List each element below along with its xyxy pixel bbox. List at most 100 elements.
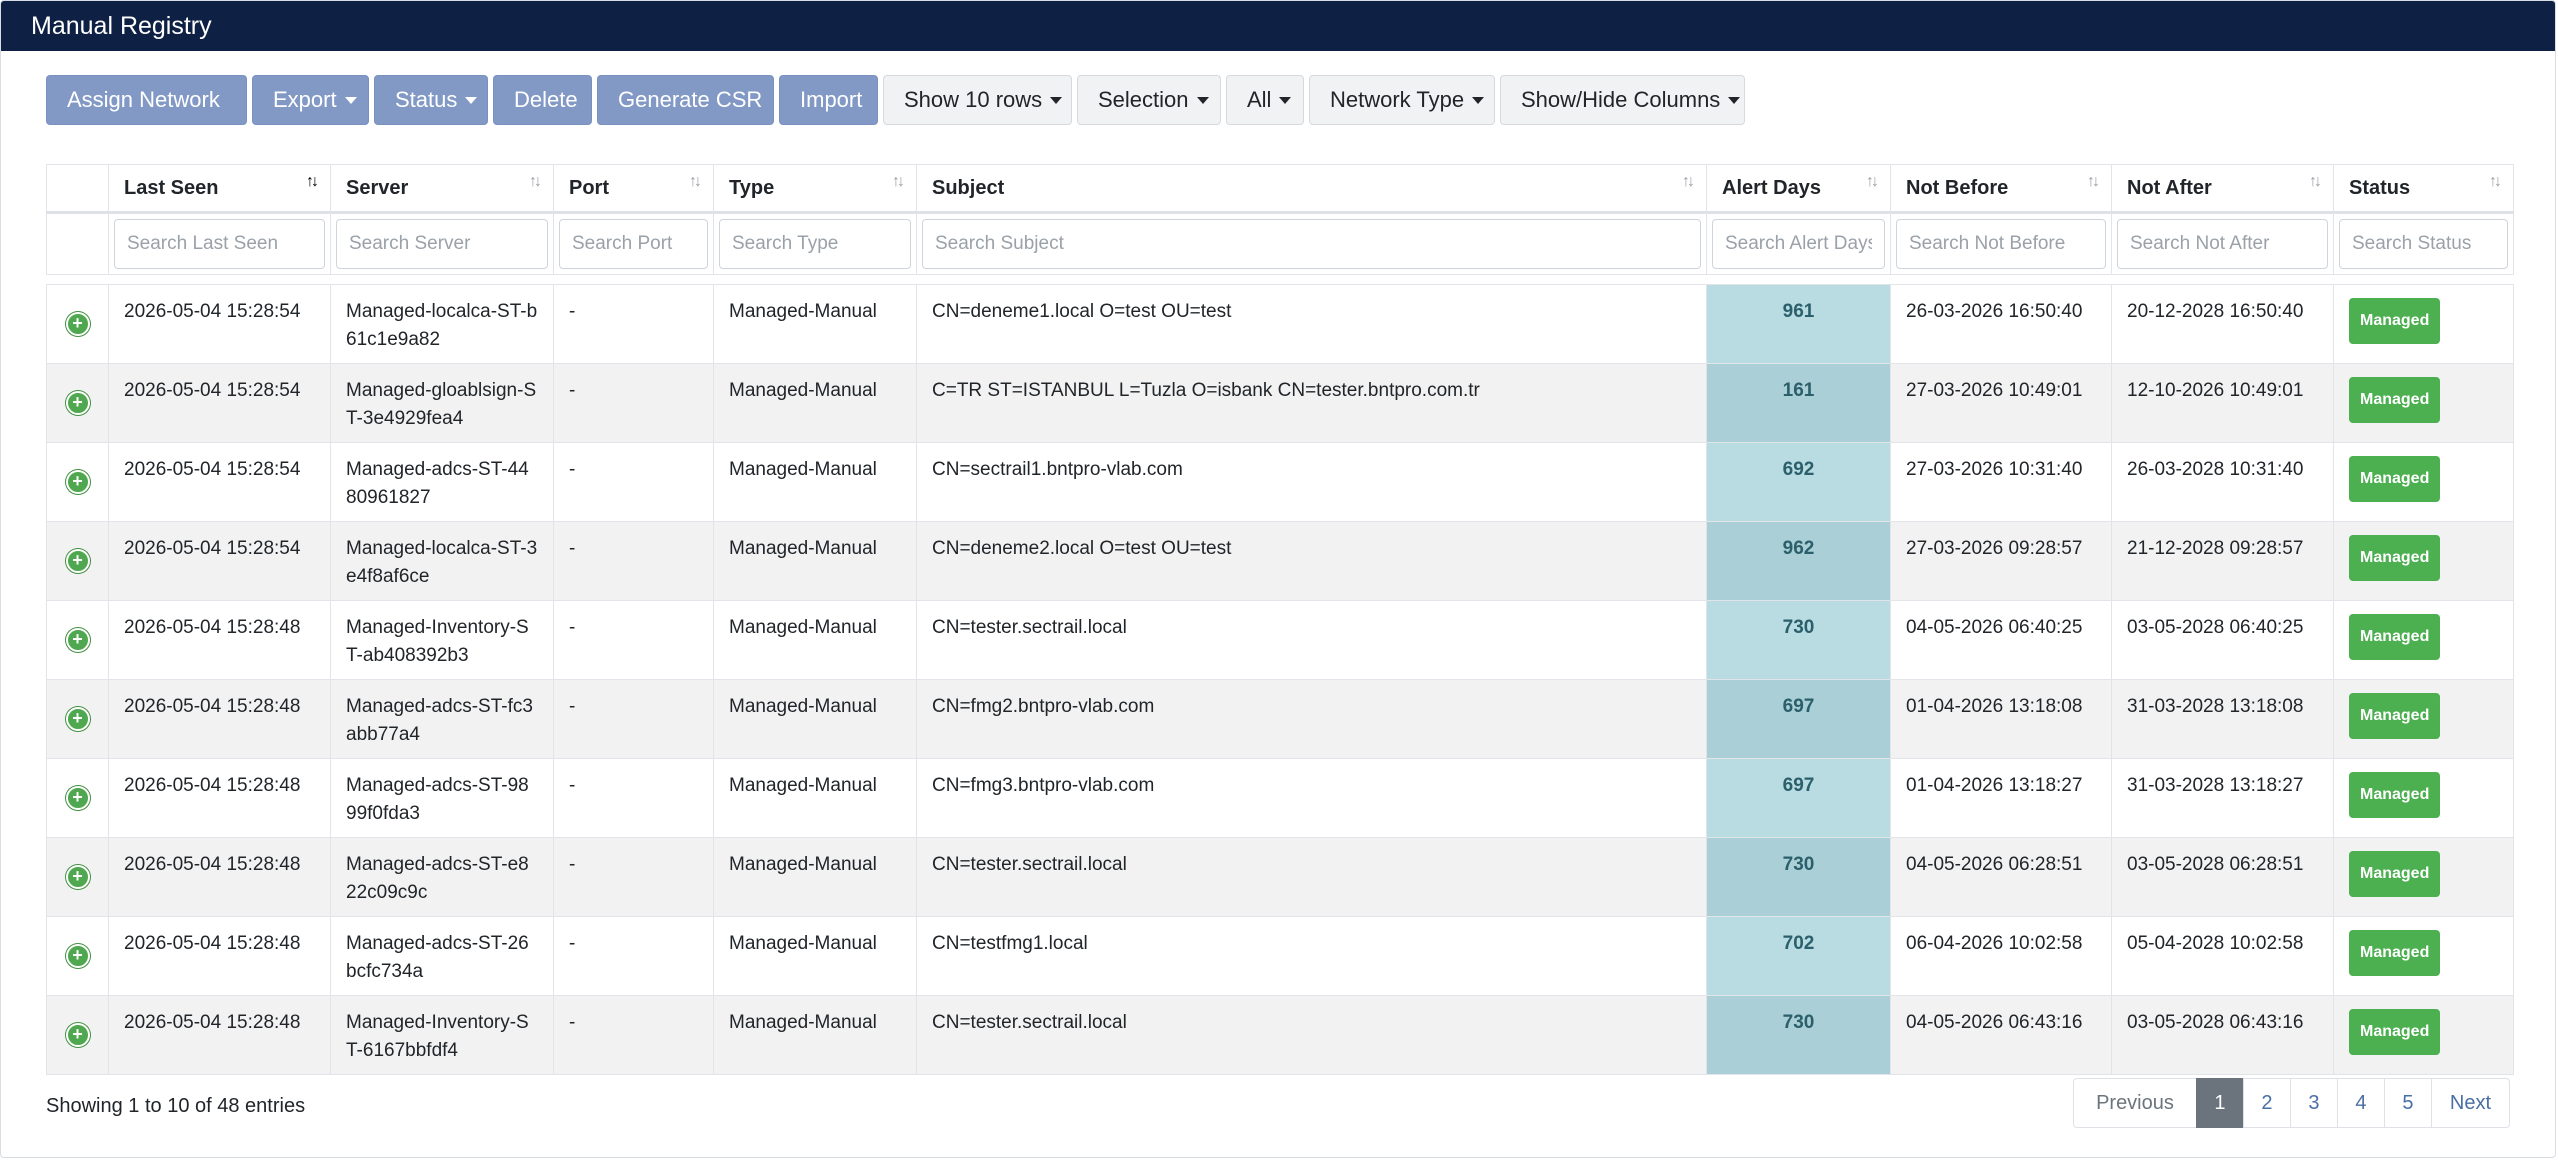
search-last-seen-input[interactable] — [114, 219, 325, 269]
search-port-input[interactable] — [559, 219, 708, 269]
show-hide-columns-dropdown[interactable]: Show/Hide Columns — [1500, 75, 1745, 125]
alert-days-cell: 697 — [1706, 758, 1891, 838]
assign-network-button[interactable]: Assign Network — [46, 75, 247, 125]
network-type-dropdown[interactable]: Network Type — [1309, 75, 1495, 125]
search-not-before-input[interactable] — [1896, 219, 2106, 269]
plus-circle-icon[interactable]: + — [65, 391, 90, 415]
header-spacer — [47, 275, 2514, 285]
type-cell: Managed-Manual — [713, 837, 917, 917]
pagination-next[interactable]: Next — [2430, 1078, 2510, 1128]
column-header[interactable]: Server ↑↓ — [330, 164, 554, 214]
alert-days-cell: 730 — [1706, 837, 1891, 917]
search-subject-input[interactable] — [922, 219, 1701, 269]
panel-title: Manual Registry — [1, 1, 2555, 51]
plus-circle-icon[interactable]: + — [65, 549, 90, 573]
not-after-cell: 03-05-2028 06:28:51 — [2111, 837, 2334, 917]
subject-cell: CN=fmg2.bntpro-vlab.com — [916, 679, 1707, 759]
pagination-page-4[interactable]: 4 — [2336, 1078, 2385, 1128]
table-row[interactable]: +2026-05-04 15:28:54 Managed-localca-ST-b… — [46, 284, 2514, 364]
import-button[interactable]: Import — [779, 75, 878, 125]
port-cell: - — [553, 284, 714, 364]
not-after-cell: 12-10-2026 10:49:01 — [2111, 363, 2334, 443]
status-dropdown-button[interactable]: Status — [374, 75, 488, 125]
column-header[interactable]: Not Before ↑↓ — [1890, 164, 2112, 214]
table-row[interactable]: +2026-05-04 15:28:54 Managed-localca-ST-3… — [46, 521, 2514, 601]
column-header[interactable]: Alert Days ↑↓ — [1706, 164, 1891, 214]
last-seen-cell: 2026-05-04 15:28:48 — [108, 995, 331, 1075]
column-header[interactable]: Status ↑↓ — [2333, 164, 2514, 214]
pagination-page-3[interactable]: 3 — [2289, 1078, 2338, 1128]
search-not-after-input[interactable] — [2117, 219, 2328, 269]
subject-cell: C=TR ST=ISTANBUL L=Tuzla O=isbank CN=tes… — [916, 363, 1707, 443]
pagination-page-1[interactable]: 1 — [2195, 1078, 2244, 1128]
subject-cell: CN=testfmg1.local — [916, 916, 1707, 996]
search-status-input[interactable] — [2339, 219, 2508, 269]
sort-arrows-icon[interactable]: ↑↓ — [1682, 173, 1695, 190]
pagination-page-2[interactable]: 2 — [2242, 1078, 2291, 1128]
search-server-input[interactable] — [336, 219, 548, 269]
column-header-label: Alert Days — [1722, 176, 1821, 199]
search-alert-days-input[interactable] — [1712, 219, 1885, 269]
column-header[interactable]: Type ↑↓ — [713, 164, 917, 214]
type-cell: Managed-Manual — [713, 600, 917, 680]
selection-dropdown[interactable]: Selection — [1077, 75, 1221, 125]
plus-circle-icon[interactable]: + — [65, 944, 90, 968]
all-dropdown[interactable]: All — [1226, 75, 1304, 125]
column-header-expand — [46, 164, 109, 214]
filter-cell — [330, 212, 554, 275]
column-header[interactable]: Port ↑↓ — [553, 164, 714, 214]
status-cell: Managed — [2333, 284, 2514, 364]
plus-circle-icon[interactable]: + — [65, 628, 90, 652]
plus-circle-icon[interactable]: + — [65, 1023, 90, 1047]
filter-cell — [2333, 212, 2514, 275]
server-cell: Managed-adcs-ST-fc3abb77a4 — [330, 679, 554, 759]
table-row[interactable]: +2026-05-04 15:28:54 Managed-adcs-ST-4480… — [46, 442, 2514, 522]
sort-desc-icon[interactable]: ↑↓ — [306, 173, 319, 190]
caret-down-icon — [1279, 96, 1292, 104]
table-row[interactable]: +2026-05-04 15:28:48 Managed-adcs-ST-9899… — [46, 758, 2514, 838]
not-after-cell: 31-03-2028 13:18:27 — [2111, 758, 2334, 838]
sort-arrows-icon[interactable]: ↑↓ — [689, 173, 702, 190]
column-header[interactable]: Subject ↑↓ — [916, 164, 1707, 214]
caret-down-icon — [1050, 96, 1063, 104]
server-cell: Managed-gloablsign-ST-3e4929fea4 — [330, 363, 554, 443]
show-rows-dropdown[interactable]: Show 10 rows — [883, 75, 1072, 125]
plus-circle-icon[interactable]: + — [65, 865, 90, 889]
plus-circle-icon[interactable]: + — [65, 312, 90, 336]
table-row[interactable]: +2026-05-04 15:28:48 Managed-adcs-ST-e822… — [46, 837, 2514, 917]
sort-arrows-icon[interactable]: ↑↓ — [2309, 173, 2322, 190]
plus-circle-icon[interactable]: + — [65, 707, 90, 731]
pagination-previous[interactable]: Previous — [2073, 1078, 2197, 1128]
pagination-page-5[interactable]: 5 — [2383, 1078, 2432, 1128]
sort-arrows-icon[interactable]: ↑↓ — [2087, 173, 2100, 190]
sort-arrows-icon[interactable]: ↑↓ — [2489, 173, 2502, 190]
expand-cell: + — [46, 442, 109, 522]
type-cell: Managed-Manual — [713, 679, 917, 759]
not-after-cell: 03-05-2028 06:40:25 — [2111, 600, 2334, 680]
not-after-cell: 31-03-2028 13:18:08 — [2111, 679, 2334, 759]
column-header[interactable]: Last Seen ↑↓ — [108, 164, 331, 214]
last-seen-cell: 2026-05-04 15:28:54 — [108, 521, 331, 601]
sort-arrows-icon[interactable]: ↑↓ — [1866, 173, 1879, 190]
expand-cell: + — [46, 995, 109, 1075]
generate-csr-button[interactable]: Generate CSR — [597, 75, 774, 125]
status-cell: Managed — [2333, 679, 2514, 759]
table-row[interactable]: +2026-05-04 15:28:54 Managed-gloablsign-S… — [46, 363, 2514, 443]
column-header[interactable]: Not After ↑↓ — [2111, 164, 2334, 214]
show-hide-columns-label: Show/Hide Columns — [1521, 87, 1721, 112]
last-seen-cell: 2026-05-04 15:28:48 — [108, 600, 331, 680]
export-dropdown-button[interactable]: Export — [252, 75, 369, 125]
delete-button[interactable]: Delete — [493, 75, 592, 125]
table-row[interactable]: +2026-05-04 15:28:48 Managed-adcs-ST-fc3a… — [46, 679, 2514, 759]
plus-circle-icon[interactable]: + — [65, 786, 90, 810]
table-row[interactable]: +2026-05-04 15:28:48 Managed-Inventory-ST… — [46, 995, 2514, 1075]
sort-arrows-icon[interactable]: ↑↓ — [892, 173, 905, 190]
search-type-input[interactable] — [719, 219, 911, 269]
plus-circle-icon[interactable]: + — [65, 470, 90, 494]
sort-arrows-icon[interactable]: ↑↓ — [529, 173, 542, 190]
table-row[interactable]: +2026-05-04 15:28:48 Managed-adcs-ST-26bc… — [46, 916, 2514, 996]
table-row[interactable]: +2026-05-04 15:28:48 Managed-Inventory-ST… — [46, 600, 2514, 680]
caret-down-icon — [1728, 96, 1741, 104]
alert-days-cell: 702 — [1706, 916, 1891, 996]
